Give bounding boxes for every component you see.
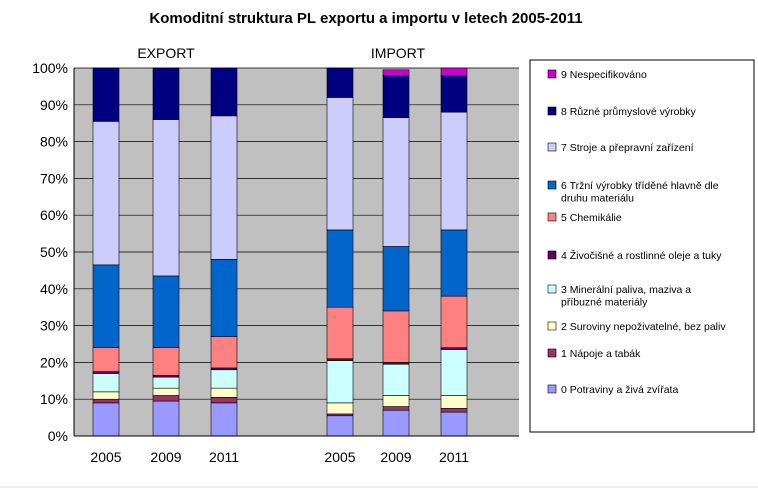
x-tick-label: 2009 <box>150 449 181 465</box>
y-tick-label: 20% <box>40 354 68 370</box>
bar-segment <box>210 369 238 389</box>
y-tick-label: 80% <box>40 134 68 150</box>
legend-label: 9 Nespecifikováno <box>561 69 647 81</box>
bar-segment <box>382 409 410 437</box>
bar-segment <box>92 402 120 437</box>
bar-segment <box>92 121 120 266</box>
bar-segment <box>152 395 180 402</box>
bar-segment <box>92 67 120 122</box>
bar-segment <box>152 400 180 437</box>
bar-segment <box>92 264 120 348</box>
bar-segment <box>210 67 238 117</box>
y-tick-label: 100% <box>32 60 68 76</box>
x-tick-label: 2005 <box>90 449 121 465</box>
x-tick-label: 2005 <box>324 449 355 465</box>
y-tick-label: 0% <box>48 428 68 444</box>
y-tick-label: 10% <box>40 391 68 407</box>
group-label: IMPORT <box>371 45 426 61</box>
bar-segment <box>326 229 354 308</box>
legend-label: 0 Potraviny a živá zvířata <box>561 384 678 396</box>
bar-segment <box>326 360 354 404</box>
bar-segment <box>210 115 238 260</box>
legend-swatch <box>547 384 557 394</box>
bar-segment <box>326 306 354 360</box>
bar-segment <box>152 275 180 348</box>
bar-segment <box>210 402 238 437</box>
y-tick-label: 90% <box>40 97 68 113</box>
legend-swatch <box>547 348 557 358</box>
x-tick-label: 2011 <box>209 449 239 465</box>
legend-label: 2 Suroviny nepoživatelné, bez paliv <box>561 321 726 333</box>
bar-segment <box>152 67 180 120</box>
legend-label: 4 Živočišné a rostlinné oleje a tuky <box>561 249 722 262</box>
legend-swatch <box>547 321 557 331</box>
bar-segment <box>440 395 468 409</box>
bar-segment <box>326 97 354 231</box>
bar-segment <box>440 411 468 437</box>
legend-swatch <box>547 142 557 152</box>
bar-segment <box>440 67 468 76</box>
bar-segment <box>210 397 238 404</box>
y-tick-label: 40% <box>40 281 68 297</box>
chart-title: Komoditní struktura PL exportu a importu… <box>149 10 582 27</box>
bar-segment <box>382 395 410 407</box>
bar-segment <box>326 415 354 437</box>
legend-label: 6 Tržní výrobky tříděné hlavně dle druhu … <box>561 180 719 205</box>
bar-segment <box>152 347 180 376</box>
y-tick-label: 50% <box>40 244 68 260</box>
bar-segment <box>326 67 354 98</box>
legend-swatch <box>547 180 557 190</box>
bar-segment <box>210 387 238 398</box>
bar-segment <box>326 402 354 415</box>
group-label: EXPORT <box>137 45 195 61</box>
legend-swatch <box>547 212 557 222</box>
legend-swatch <box>547 69 557 79</box>
bar-segment <box>152 387 180 396</box>
bar-segment <box>440 408 468 413</box>
legend-swatch <box>547 250 557 260</box>
bar-segment <box>440 295 468 348</box>
bar-segment <box>152 119 180 277</box>
legend-swatch <box>547 284 557 294</box>
bar-segment <box>92 398 120 404</box>
bar-segment <box>440 75 468 113</box>
legend-label: 5 Chemikálie <box>561 212 622 224</box>
group-labels: EXPORT IMPORT <box>137 45 425 61</box>
bar-segment <box>152 376 180 389</box>
bar-segment <box>440 111 468 231</box>
y-tick-labels: 0% 10% 20% 30% 40% 50% 60% 70% 80% 90% 100% <box>32 60 68 444</box>
y-tick-label: 60% <box>40 207 68 223</box>
bar-segment <box>382 406 410 411</box>
bar-segment <box>382 75 410 118</box>
bar-segment <box>382 69 410 76</box>
bars <box>92 67 468 437</box>
bar-segment <box>92 373 120 393</box>
bar-segment <box>382 246 410 312</box>
legend-label: 8 Různé průmyslové výrobky <box>561 106 697 118</box>
bar-segment <box>92 347 120 372</box>
x-tick-label: 2009 <box>380 449 411 465</box>
bar-segment <box>382 363 410 396</box>
bar-segment <box>382 117 410 247</box>
bar-segment <box>210 336 238 369</box>
y-tick-label: 70% <box>40 170 68 186</box>
legend-items: 9 Nespecifikováno 8 Různé průmyslové výro… <box>547 69 726 396</box>
x-tick-labels: 2005 2009 2011 2005 2009 2011 <box>90 449 469 465</box>
bar-segment <box>210 259 238 337</box>
x-tick-label: 2011 <box>439 449 469 465</box>
legend <box>529 59 755 433</box>
bar-segment <box>92 391 120 400</box>
legend-label: 7 Stroje a přepravní zařízení <box>561 142 694 154</box>
legend-label: 3 Minerální paliva, maziva a příbuzné mat… <box>561 284 691 309</box>
legend-swatch <box>547 106 557 116</box>
bar-segment <box>382 310 410 363</box>
legend-label: 1 Nápoje a tabák <box>561 348 641 360</box>
bar-segment <box>440 229 468 297</box>
bar-segment <box>440 349 468 396</box>
y-tick-label: 30% <box>40 318 68 334</box>
